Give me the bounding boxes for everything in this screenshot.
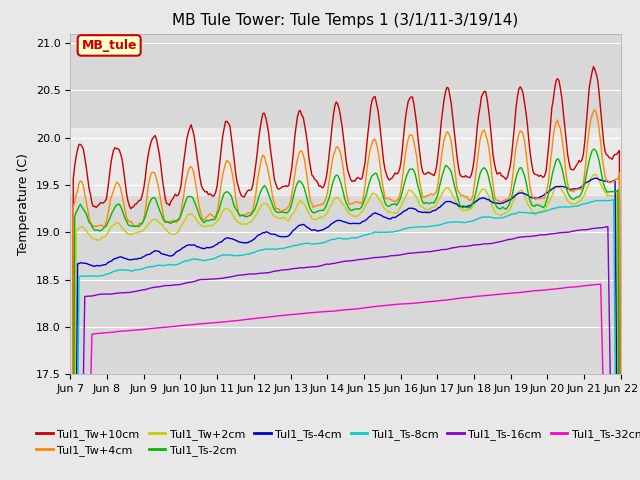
Title: MB Tule Tower: Tule Temps 1 (3/1/11-3/19/14): MB Tule Tower: Tule Temps 1 (3/1/11-3/19… xyxy=(172,13,519,28)
Bar xyxy=(70,128,621,194)
Y-axis label: Temperature (C): Temperature (C) xyxy=(17,153,30,255)
Text: MB_tule: MB_tule xyxy=(81,39,137,52)
Legend: Tul1_Tw+10cm, Tul1_Tw+4cm, Tul1_Tw+2cm, Tul1_Ts-2cm, Tul1_Ts-4cm, Tul1_Ts-8cm, T: Tul1_Tw+10cm, Tul1_Tw+4cm, Tul1_Tw+2cm, … xyxy=(32,424,640,460)
